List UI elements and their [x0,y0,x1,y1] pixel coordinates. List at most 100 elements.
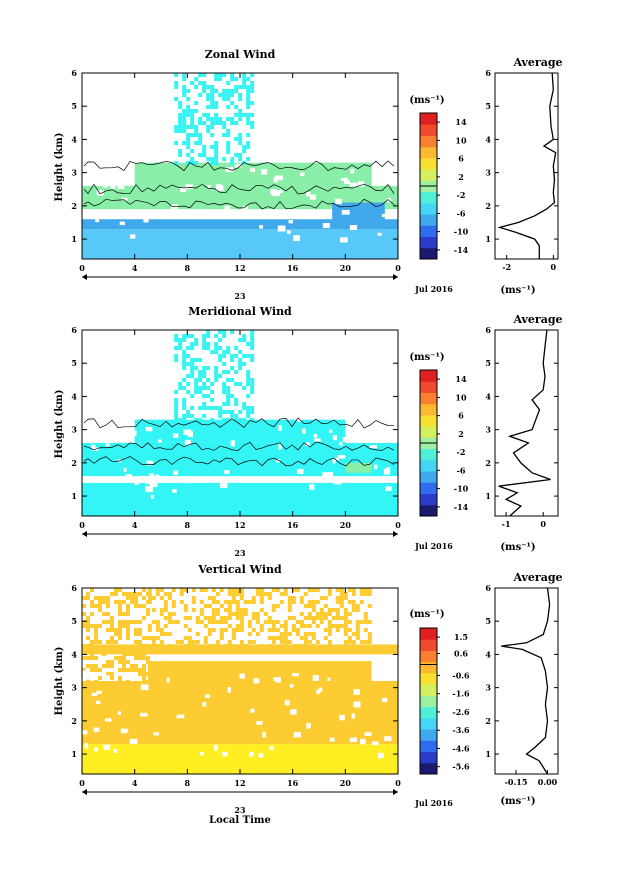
vertical-cell [114,688,118,692]
meridional-colorbar-tick-label: 14 [455,374,467,384]
meridional-cell [190,358,195,362]
vertical-cell [110,664,114,668]
vertical-cell [355,624,360,628]
vertical-cell [118,600,122,604]
vertical-colorbar-segment [420,695,437,708]
vertical-cell [367,588,372,592]
vertical-cell [94,648,98,652]
vertical-cell [335,608,340,612]
meridional-day-axis-arrow-left [82,531,87,537]
vertical-cell [283,592,288,596]
vertical-cell [191,644,196,648]
meridional-cell [182,398,187,402]
zonal-cell [250,85,255,89]
meridional-cell [230,354,235,358]
vertical-cell [94,604,98,608]
meridional-gap [329,429,333,433]
zonal-gap [350,168,355,174]
meridional-cell [222,370,227,374]
meridional-gap [150,494,155,499]
meridional-cell [174,418,179,422]
zonal-cell [174,161,179,165]
vertical-cell [155,628,160,632]
meridional-gap [369,445,377,449]
meridional-cell [242,418,247,422]
vertical-cell [239,640,244,644]
vertical-cell [275,628,280,632]
vertical-cell [94,664,98,668]
meridional-cell [174,346,179,350]
zonal-cell [190,121,195,125]
zonal-cell [186,133,191,137]
vertical-cell [106,684,110,688]
vertical-gap [101,674,109,681]
zonal-cell [226,105,231,109]
vertical-cell [359,620,364,624]
meridional-cell [246,370,251,374]
meridional-cell [242,386,247,390]
vertical-cell [227,600,232,604]
meridional-cell [174,390,179,394]
zonal-cell [250,89,255,93]
zonal-gap [119,221,125,226]
zonal-gap [207,184,211,189]
vertical-cell [307,612,312,616]
zonal-gap [340,237,348,243]
vertical-cell [347,628,352,632]
vertical-cell [159,632,164,636]
meridional-cell [242,402,247,406]
zonal-cell [234,137,239,141]
vertical-cell [367,592,372,596]
vertical-cell [207,616,212,620]
meridional-cell [222,330,227,334]
vertical-cell [122,612,126,616]
vertical-cell [271,628,276,632]
vertical-gap [318,687,323,693]
vertical-cell [339,596,344,600]
zonal-cell [182,113,187,117]
meridional-cell [182,362,187,366]
meridional-cell [194,378,199,382]
meridional-gap [230,440,235,447]
meridional-colorbar-segment [420,504,437,517]
vertical-cell [118,696,122,700]
meridional-cell [186,410,191,414]
vertical-average-frame [494,587,559,775]
vertical-cell [215,640,220,644]
vertical-gap [140,712,148,717]
zonal-cell [214,113,219,117]
vertical-cell [283,636,288,640]
zonal-cell [230,117,235,121]
zonal-cell [186,153,191,157]
meridional-colorbar-segment [420,392,437,405]
vertical-gap [351,713,355,719]
meridional-cell [198,370,203,374]
zonal-cell [246,141,251,145]
vertical-gap [329,737,335,742]
vertical-gap [250,708,255,713]
vertical-cell [159,640,164,644]
zonal-cell [206,129,211,133]
meridional-gap [385,423,394,429]
meridional-cell [250,382,255,386]
vertical-cell [239,596,244,600]
vertical-cell [86,664,90,668]
zonal-contour [83,183,395,195]
meridional-colorbar-tick-label: 10 [455,392,467,402]
vertical-cell [335,600,340,604]
vertical-cell [134,620,138,624]
vertical-cell [110,676,114,680]
vertical-cell [303,624,308,628]
zonal-cell [190,117,195,121]
vertical-gap [292,673,299,677]
vertical-cell [90,656,94,660]
vertical-cell [203,616,208,620]
zonal-cell [194,161,199,165]
meridional-gap [91,444,96,449]
vertical-cell [315,640,320,644]
vertical-cell [130,652,134,656]
vertical-cell [106,688,110,692]
vertical-cell [203,640,208,644]
vertical-cell [147,592,152,596]
